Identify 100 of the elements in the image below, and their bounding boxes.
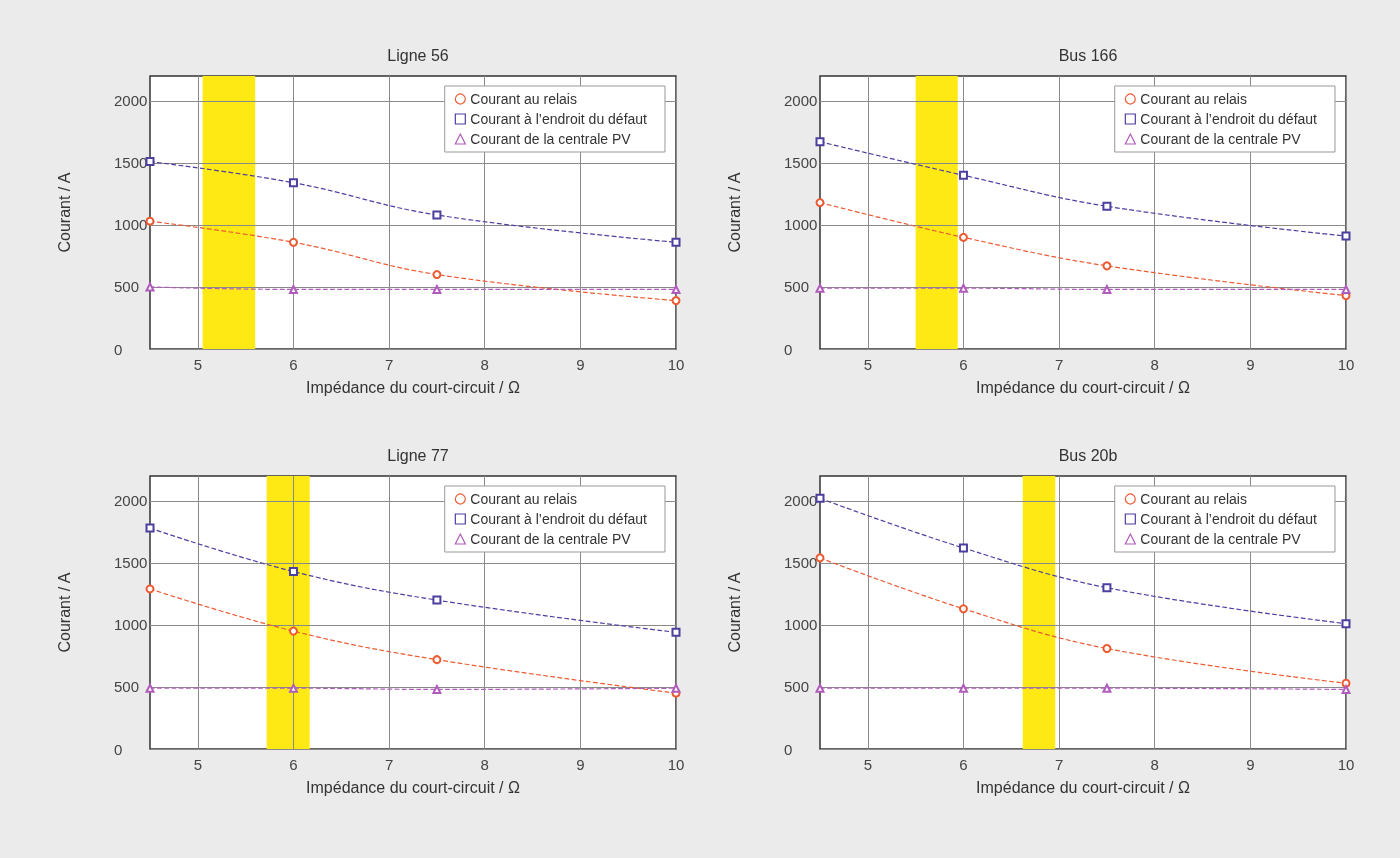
- point: [671, 683, 681, 693]
- x-tick-label: 7: [1054, 756, 1064, 773]
- point: [958, 543, 968, 553]
- legend-label: Courant au relais: [470, 491, 577, 507]
- x-tick-label: 10: [1337, 356, 1355, 373]
- legend-label: Courant au relais: [1140, 91, 1247, 107]
- point: [288, 626, 298, 636]
- x-tick-label: 7: [384, 356, 394, 373]
- x-tick-label: 7: [1054, 356, 1064, 373]
- y-tick-label: 1000: [114, 216, 148, 234]
- x-tick-label: 9: [1246, 756, 1255, 773]
- point: [288, 237, 298, 247]
- x-tick-label: 8: [480, 356, 489, 373]
- x-tick-label: 5: [193, 756, 202, 773]
- point: [958, 683, 968, 693]
- legend-label: Courant de la centrale PV: [1140, 531, 1302, 547]
- chart-title: Bus 20b: [1058, 446, 1118, 464]
- x-axis-title: Impédance du court-circuit / Ω: [976, 778, 1190, 796]
- x-tick-label: 10: [667, 356, 685, 373]
- x-axis-title: Impédance du court-circuit / Ω: [306, 778, 520, 796]
- y-tick-label: 500: [114, 278, 140, 296]
- point: [1102, 201, 1112, 211]
- x-tick-label: 6: [959, 356, 968, 373]
- point: [432, 655, 442, 665]
- point: [671, 237, 681, 247]
- point: [288, 284, 298, 294]
- point: [815, 137, 825, 147]
- y-tick-label: 0: [784, 340, 793, 358]
- x-axis-title: Impédance du court-circuit / Ω: [306, 378, 520, 396]
- legend-label: Courant à l’endroit du défaut: [470, 111, 648, 127]
- point: [1341, 284, 1351, 294]
- y-axis-title: Courant / A: [55, 572, 73, 653]
- point: [145, 584, 155, 594]
- x-tick-label: 5: [193, 356, 202, 373]
- point: [145, 523, 155, 533]
- point: [288, 178, 298, 188]
- x-tick-label: 7: [384, 756, 394, 773]
- point: [1102, 683, 1112, 693]
- x-tick-label: 10: [667, 756, 685, 773]
- point: [1102, 284, 1112, 294]
- x-tick-label: 5: [863, 356, 872, 373]
- legend-label: Courant à l’endroit du défaut: [470, 511, 648, 527]
- x-tick-label: 6: [959, 756, 968, 773]
- legend-label: Courant au relais: [470, 91, 577, 107]
- x-tick-label: 8: [480, 756, 489, 773]
- y-tick-label: 2000: [114, 92, 148, 110]
- y-tick-label: 0: [114, 340, 123, 358]
- point: [1102, 583, 1112, 593]
- x-tick-label: 9: [1246, 356, 1255, 373]
- y-tick-label: 1000: [784, 216, 818, 234]
- point: [958, 604, 968, 614]
- y-axis-title: Courant / A: [725, 572, 743, 653]
- x-tick-label: 10: [1337, 756, 1355, 773]
- legend-label: Courant à l’endroit du défaut: [1140, 511, 1318, 527]
- y-tick-label: 1000: [784, 616, 818, 634]
- point: [432, 595, 442, 605]
- point: [1341, 684, 1351, 694]
- point: [815, 198, 825, 208]
- y-tick-label: 2000: [784, 492, 818, 510]
- point: [1341, 619, 1351, 629]
- chart-title: Ligne 56: [387, 46, 449, 64]
- point: [958, 170, 968, 180]
- x-tick-label: 9: [576, 756, 585, 773]
- point: [145, 157, 155, 167]
- y-tick-label: 0: [114, 740, 123, 758]
- point: [815, 553, 825, 563]
- y-axis-title: Courant / A: [725, 172, 743, 253]
- point: [1102, 261, 1112, 271]
- legend-label: Courant au relais: [1140, 491, 1247, 507]
- y-tick-label: 2000: [784, 92, 818, 110]
- chart-title: Bus 166: [1058, 46, 1118, 64]
- y-tick-label: 0: [784, 740, 793, 758]
- x-tick-label: 5: [863, 756, 872, 773]
- y-tick-label: 1500: [114, 554, 148, 572]
- legend-label: Courant de la centrale PV: [470, 131, 632, 147]
- chart-title: Ligne 77: [387, 446, 449, 464]
- point: [958, 283, 968, 293]
- point: [671, 627, 681, 637]
- point: [288, 683, 298, 693]
- point: [671, 284, 681, 294]
- point: [432, 284, 442, 294]
- point: [671, 296, 681, 306]
- x-tick-label: 9: [576, 356, 585, 373]
- y-tick-label: 2000: [114, 492, 148, 510]
- point: [432, 210, 442, 220]
- y-tick-label: 1000: [114, 616, 148, 634]
- legend-label: Courant à l’endroit du défaut: [1140, 111, 1318, 127]
- y-tick-label: 500: [784, 278, 810, 296]
- x-tick-label: 8: [1150, 756, 1159, 773]
- point: [432, 684, 442, 694]
- x-tick-label: 6: [289, 356, 298, 373]
- y-tick-label: 1500: [784, 554, 818, 572]
- point: [1102, 643, 1112, 653]
- y-tick-label: 500: [114, 678, 140, 696]
- point: [958, 232, 968, 242]
- point: [1341, 231, 1351, 241]
- point: [288, 567, 298, 577]
- point: [432, 270, 442, 280]
- y-tick-label: 1500: [784, 154, 818, 172]
- y-tick-label: 1500: [114, 154, 148, 172]
